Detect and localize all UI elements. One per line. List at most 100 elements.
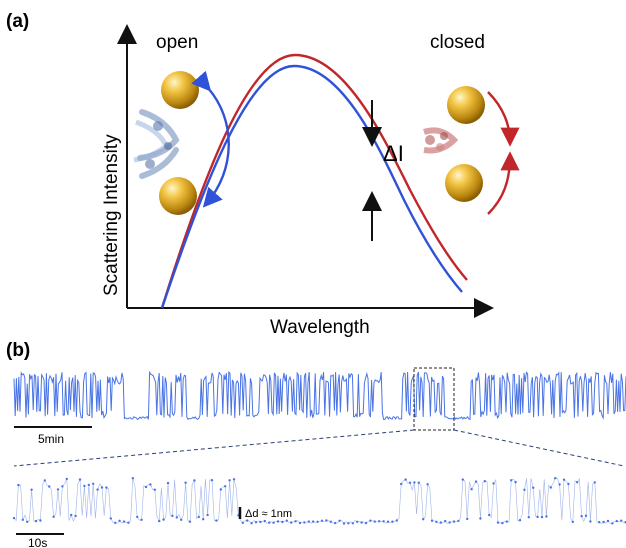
trace-point (153, 488, 156, 491)
zoom-line-right (453, 429, 625, 467)
trace-point (100, 486, 104, 489)
trace-point (452, 520, 456, 523)
trace-point (136, 515, 139, 519)
scale-bar-bottom-label: 10s (28, 536, 47, 548)
trace-point (250, 522, 253, 525)
trace-point (329, 520, 332, 523)
trace-point (162, 518, 165, 521)
trace-point (400, 482, 403, 486)
trace-point (206, 513, 209, 517)
trace-point (483, 480, 486, 483)
trace-point (435, 520, 438, 523)
closed-state-arrow-bottom (487, 151, 520, 215)
trace-point (219, 488, 222, 491)
trace-point (549, 486, 552, 489)
trace-point (395, 519, 398, 522)
trace-point (92, 482, 95, 485)
trace-point (171, 514, 174, 518)
trace-point (272, 521, 275, 524)
trace-point (109, 517, 113, 520)
trace-point (188, 520, 192, 523)
trace-point (338, 519, 341, 522)
trace-point (268, 521, 271, 524)
trace-point (127, 521, 130, 524)
trace-point (263, 519, 266, 523)
trace-point (193, 479, 196, 482)
trace-point (448, 521, 451, 524)
trace-point (598, 521, 601, 524)
trace-point (114, 521, 117, 524)
trace-point (246, 519, 249, 522)
trace-point (96, 488, 99, 491)
trace-line (13, 370, 626, 421)
trace-point (241, 521, 244, 524)
trace-point (316, 520, 319, 523)
trace-point (360, 521, 363, 524)
trace-point (580, 515, 583, 518)
trace-point (26, 520, 29, 523)
trace-point (545, 515, 548, 518)
trace-point (210, 479, 214, 482)
trace-point (78, 478, 82, 481)
protein-closed-icon (423, 127, 459, 154)
trace-point (232, 478, 236, 481)
trace-point (254, 521, 258, 524)
trace-point (518, 519, 522, 522)
trace-point (501, 521, 504, 525)
trace-point (567, 482, 570, 486)
trace-point (554, 477, 557, 480)
trace-point (166, 481, 170, 485)
trace-point (562, 478, 566, 481)
panel-b-label: (b) (6, 340, 30, 361)
trace-point (285, 519, 288, 522)
trace-line (13, 477, 626, 524)
trace-point (430, 519, 434, 522)
trace-point (12, 516, 16, 520)
trace-point (70, 513, 73, 517)
trace-point (61, 485, 64, 488)
open-label: open (156, 32, 198, 53)
trace-point (180, 518, 183, 521)
trace-point (294, 520, 297, 523)
trace-point (21, 518, 24, 521)
trace-point (593, 481, 596, 484)
open-spectrum-curve (160, 64, 463, 309)
trace-point (140, 518, 143, 521)
trace-point (342, 522, 346, 525)
trace-point (74, 514, 77, 518)
trace-point (496, 521, 500, 524)
trace-point (303, 521, 306, 524)
trace-point (105, 486, 108, 489)
trace-point (228, 479, 231, 482)
trace-point (30, 488, 33, 491)
trace-point (298, 521, 302, 525)
trace-point (602, 520, 605, 524)
trace-point (281, 520, 284, 524)
panel-a-label: (a) (6, 11, 29, 32)
x-axis-label: Wavelength (270, 317, 370, 338)
closed-state-arrow-top (487, 91, 520, 147)
y-axis-label: Scattering Intensity (101, 134, 122, 296)
gold-nanoparticle-open-top (161, 71, 199, 109)
trace-point (457, 519, 460, 523)
trace-point (479, 517, 482, 520)
trace-point (540, 515, 544, 519)
trace-point (391, 520, 394, 523)
trace-point (351, 522, 354, 525)
trace-point (382, 520, 385, 523)
trace-point (325, 519, 328, 522)
gold-nanoparticle-closed-top (447, 86, 485, 124)
trace-point (52, 515, 55, 518)
trace-point (589, 520, 592, 523)
gold-nanoparticle-closed-bottom (445, 164, 483, 202)
trace-point (558, 483, 561, 486)
zoom-line-left (13, 429, 415, 467)
zoom-box (413, 367, 455, 431)
trace-point (422, 518, 425, 521)
trace-point (83, 484, 86, 488)
trace-point (461, 478, 464, 481)
trace-point (307, 520, 310, 523)
trace-point (413, 481, 416, 484)
trace-point (523, 488, 526, 491)
trace-point (48, 485, 51, 488)
